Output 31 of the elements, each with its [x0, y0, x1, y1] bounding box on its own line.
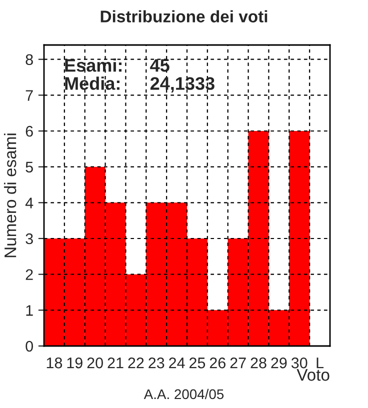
y-tick-label: 5: [26, 162, 33, 173]
y-tick-label: 4: [25, 198, 34, 208]
annotation: Esami:: [65, 58, 122, 72]
chart-title: Distribuzione dei voti: [100, 10, 268, 22]
text: A.A. 2004/05: [144, 388, 224, 400]
x-tick-label: L: [316, 358, 324, 368]
y-tick-label: 3: [26, 233, 33, 244]
x-tick-label: 19: [67, 358, 82, 368]
annotation: 45: [150, 59, 170, 72]
x-tick-label: 25: [189, 358, 206, 368]
x-tick-label: 29: [271, 358, 287, 368]
y-tick-label: 1: [26, 305, 33, 316]
x-tick-label: 26: [210, 358, 226, 368]
annotation: 24,1333: [150, 77, 214, 92]
x-tick-label: 21: [108, 358, 124, 368]
y-tick-label: 6: [26, 126, 33, 137]
x-tick-label: 22: [128, 358, 144, 368]
x-tick-label: 18: [46, 358, 62, 368]
x-tick-label: 20: [87, 358, 103, 368]
x-tick-label: 23: [148, 358, 164, 368]
y-tick-label: 7: [26, 90, 33, 101]
y-tick-label: 2: [26, 269, 33, 280]
x-tick-label: 28: [250, 358, 266, 368]
x-tick-label: 24: [169, 358, 185, 368]
x-tick-label: 30: [291, 358, 308, 368]
y-axis-title: Numero di esami: [4, 134, 16, 258]
x-tick-label: 27: [230, 358, 246, 368]
y-tick-label: 8: [26, 54, 33, 66]
y-tick-label: 0: [26, 340, 33, 352]
x-axis-title: Voto: [296, 369, 330, 381]
annotation: Media:: [65, 76, 120, 90]
